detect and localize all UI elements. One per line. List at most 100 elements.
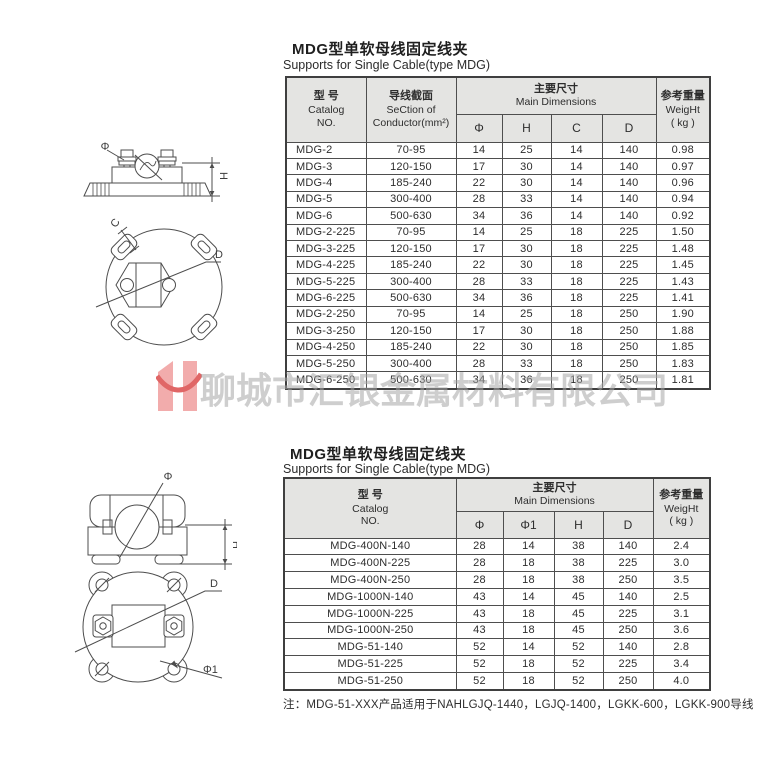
table-cell: 0.92 (655, 207, 711, 225)
table-cell: MDG-3-250 (285, 322, 367, 340)
table-cell: 1.85 (655, 338, 711, 356)
table-cell: 14 (550, 141, 603, 159)
table-cell: MDG-51-250 (283, 672, 457, 691)
table-cell: 17 (455, 157, 503, 176)
table-cell: 250 (602, 571, 654, 589)
table-cell: MDG-51-225 (283, 655, 457, 673)
table-cell: 1.45 (655, 256, 711, 274)
table-row: MDG-400N-225 28 18 38 225 3.0 (283, 554, 711, 573)
table-cell: 45 (553, 587, 604, 606)
col-header-H: H (553, 510, 604, 539)
col-header-catalog: 型 号 Catalog NO. (283, 477, 457, 539)
clamp-drawing-1: Φ H C D (83, 141, 229, 346)
col-header-conductor: 导线截面 SeCtion of Conductor(mm²) (365, 76, 457, 143)
table-cell: 1.50 (655, 223, 711, 242)
table-cell: 33 (501, 190, 552, 209)
table-cell: 18 (550, 371, 603, 390)
company-watermark: 聊城市汇银金属材料有限公司 (200, 370, 669, 411)
table-cell: 52 (455, 638, 504, 657)
table-cell: 250 (601, 338, 657, 356)
table-cell: 52 (455, 672, 504, 691)
col-header-D: D (602, 510, 654, 539)
table-cell: 28 (455, 537, 504, 556)
table-cell: 1.88 (655, 322, 711, 340)
table-cell: 225 (601, 223, 657, 242)
table-cell: MDG-3-225 (285, 240, 367, 258)
col-header-D: D (601, 113, 657, 143)
table-cell: 43 (455, 621, 504, 640)
table-cell: 225 (602, 655, 654, 673)
table-cell: MDG-5-225 (285, 272, 367, 291)
table-cell: 22 (455, 256, 503, 274)
col-header-C: C (550, 113, 603, 143)
table-cell: 70-95 (365, 305, 457, 324)
table-cell: MDG-4-225 (285, 256, 367, 274)
clamp-drawing-2: Φ H D Φ1 (74, 471, 237, 683)
table-row: MDG-5-250 300-400 28 33 18 250 1.83 (285, 354, 711, 373)
table-cell: 34 (455, 289, 503, 307)
table-cell: 120-150 (365, 322, 457, 340)
bolt-right (157, 149, 177, 167)
table-cell: 0.96 (655, 174, 711, 192)
table-cell: 18 (550, 223, 603, 242)
table-cell: MDG-51-140 (283, 638, 457, 657)
table-cell: 17 (455, 322, 503, 340)
table-cell: 25 (501, 305, 552, 324)
table-cell: 2.4 (652, 537, 711, 556)
col-header-phi: Φ (455, 113, 503, 143)
table-cell: MDG-400N-250 (283, 571, 457, 589)
dim-label-phi1: Φ1 (203, 664, 218, 676)
table-cell: 30 (501, 240, 552, 258)
table-cell: 43 (455, 604, 504, 623)
table-row: MDG-1000N-140 43 14 45 140 2.5 (283, 587, 711, 606)
table-row: MDG-3 120-150 17 30 14 140 0.97 (285, 157, 711, 176)
table-cell: 30 (501, 157, 552, 176)
table-cell: 14 (502, 638, 555, 657)
table-cell: 140 (601, 157, 657, 176)
table-cell: 2.8 (652, 638, 711, 657)
table-cell: 34 (455, 207, 503, 225)
table-cell: 185-240 (365, 338, 457, 356)
dim-label-h: H (230, 541, 237, 549)
table-cell: 250 (602, 672, 654, 691)
table-cell: 52 (455, 655, 504, 673)
table-cell: MDG-1000N-250 (283, 621, 457, 640)
table-cell: 500-630 (365, 371, 457, 390)
table-cell: 18 (502, 655, 555, 673)
col-header-phi1: Φ1 (502, 510, 555, 539)
table-row: MDG-6-225 500-630 34 36 18 225 1.41 (285, 289, 711, 307)
table-row: MDG-2-225 70-95 14 25 18 225 1.50 (285, 223, 711, 242)
table-cell: 185-240 (365, 256, 457, 274)
table-cell: 22 (455, 338, 503, 356)
table-row: MDG-400N-140 28 14 38 140 2.4 (283, 537, 711, 556)
table-cell: 18 (550, 338, 603, 356)
table-cell: MDG-5 (285, 190, 367, 209)
table-cell: 18 (502, 621, 555, 640)
table-cell: MDG-6-225 (285, 289, 367, 307)
table-cell: 500-630 (365, 207, 457, 225)
table-cell: MDG-4-250 (285, 338, 367, 356)
table-cell: 18 (550, 289, 603, 307)
table-cell: 140 (601, 207, 657, 225)
table-cell: 28 (455, 554, 504, 573)
table-cell: 185-240 (365, 174, 457, 192)
table-row: MDG-2-250 70-95 14 25 18 250 1.90 (285, 305, 711, 324)
table-row: MDG-1000N-250 43 18 45 250 3.6 (283, 621, 711, 640)
table-cell: 45 (553, 604, 604, 623)
spec-table-2-body: MDG-400N-140 28 14 38 140 2.4 MDG-400N-225 28 18… (283, 537, 711, 691)
table-cell: MDG-2-225 (285, 223, 367, 242)
table-cell: 1.83 (655, 354, 711, 373)
table-cell: 38 (553, 571, 604, 589)
table-cell: 225 (602, 554, 654, 573)
spec-table-2: 型 号 Catalog NO. 主要尺寸 Main Dimensions 参考重… (283, 477, 712, 691)
table-cell: 34 (455, 371, 503, 390)
col-header-main-dimensions: 主要尺寸 Main Dimensions (455, 76, 657, 115)
table-cell: MDG-2-250 (285, 305, 367, 324)
table-cell: 120-150 (365, 240, 457, 258)
table-cell: 28 (455, 354, 503, 373)
table-cell: MDG-1000N-140 (283, 587, 457, 606)
table-cell: 18 (550, 354, 603, 373)
table-cell: 3.4 (652, 655, 711, 673)
table-row: MDG-5-225 300-400 28 33 18 225 1.43 (285, 272, 711, 291)
